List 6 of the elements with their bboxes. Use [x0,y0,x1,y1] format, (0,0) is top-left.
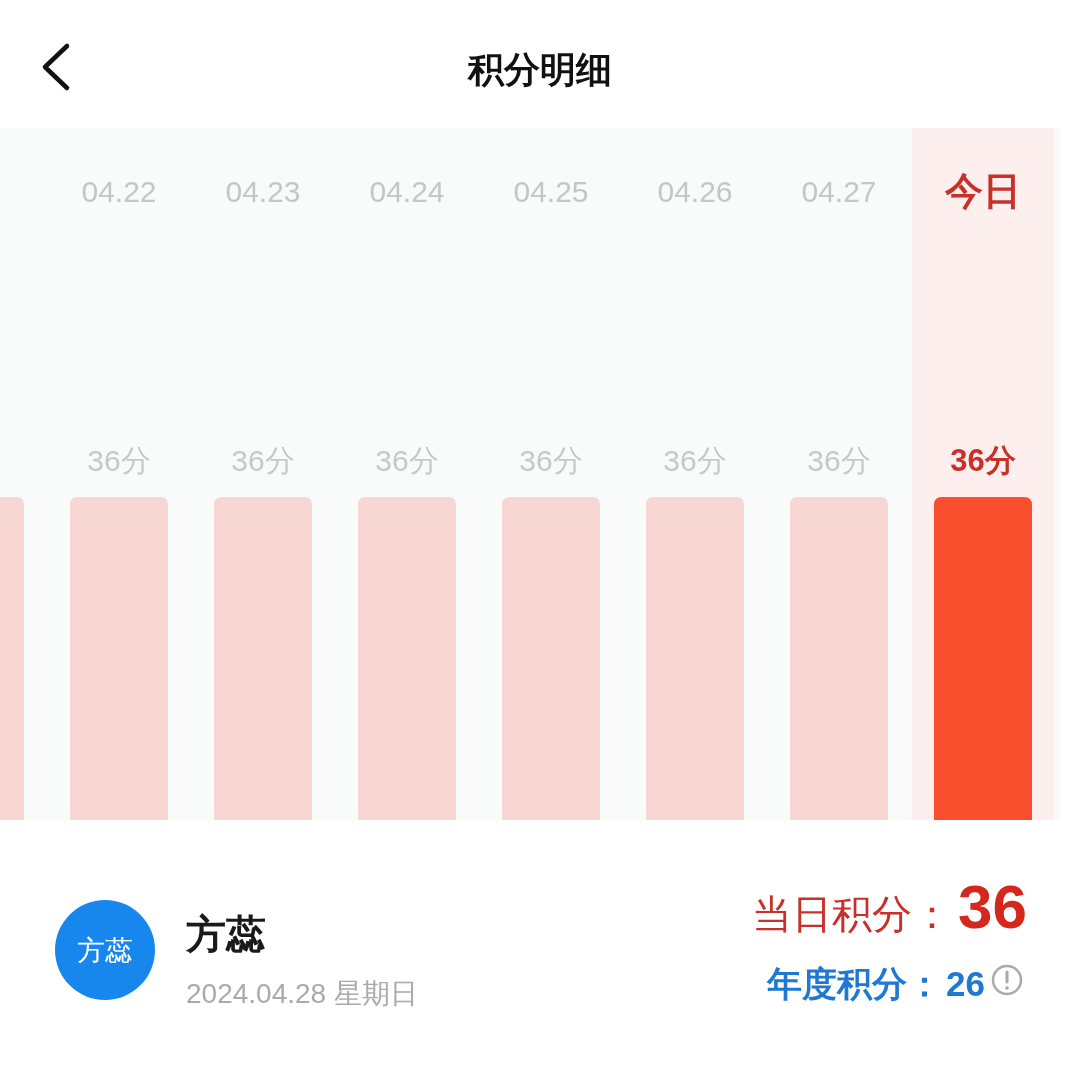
annotation: 年度积分：26 [767,964,985,1003]
annotation: 2024.04.28 星期日 [186,978,418,1009]
title: 积分明细 [468,49,612,90]
annotation: 方蕊 [186,912,266,956]
annotation: 方蕊 [77,935,133,966]
annotation: 当日积分：36 [752,872,1027,941]
